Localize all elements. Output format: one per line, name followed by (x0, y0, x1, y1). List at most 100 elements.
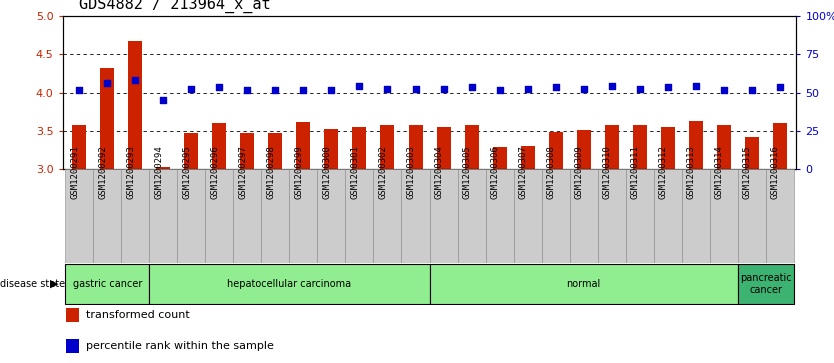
Bar (213, 123, 226, 169)
Bar (737, 264, 794, 304)
Bar (93, 169, 122, 263)
Bar (128, 41, 143, 169)
Bar (289, 169, 318, 263)
Bar (576, 130, 590, 169)
Bar (605, 125, 619, 169)
Text: hepatocellular carcinoma: hepatocellular carcinoma (228, 279, 351, 289)
Text: GSM1200300: GSM1200300 (323, 145, 331, 199)
Text: GSM1200316: GSM1200316 (771, 145, 780, 199)
Text: GSM1200291: GSM1200291 (70, 145, 79, 199)
Bar (485, 169, 514, 263)
Bar (549, 132, 563, 169)
Text: GSM1200294: GSM1200294 (154, 145, 163, 199)
Text: GSM1200295: GSM1200295 (183, 145, 192, 199)
Text: GSM1200298: GSM1200298 (266, 145, 275, 199)
Point (297, 87, 310, 93)
Bar (710, 169, 737, 263)
Point (465, 84, 478, 90)
Bar (458, 169, 485, 263)
Bar (73, 125, 87, 169)
Bar (520, 146, 535, 169)
Text: GSM1200309: GSM1200309 (575, 145, 584, 199)
Point (549, 84, 562, 90)
Bar (430, 264, 737, 304)
Point (689, 83, 702, 89)
Text: GSM1200313: GSM1200313 (686, 145, 696, 199)
Point (493, 87, 506, 93)
Text: GSM1200310: GSM1200310 (603, 145, 611, 199)
Point (157, 97, 170, 103)
Text: percentile rank within the sample: percentile rank within the sample (86, 340, 274, 351)
Text: GDS4882 / 213964_x_at: GDS4882 / 213964_x_at (79, 0, 271, 13)
Bar (205, 169, 234, 263)
Text: GSM1200293: GSM1200293 (127, 145, 135, 199)
Text: GSM1200304: GSM1200304 (435, 145, 444, 199)
Point (577, 86, 590, 92)
Text: GSM1200307: GSM1200307 (519, 145, 528, 199)
Point (521, 86, 535, 92)
Bar (178, 169, 205, 263)
Point (773, 84, 786, 90)
Text: GSM1200302: GSM1200302 (379, 145, 388, 199)
Bar (269, 133, 283, 169)
Bar (737, 169, 766, 263)
Point (381, 86, 394, 92)
Point (101, 81, 114, 86)
Bar (654, 169, 681, 263)
Bar (66, 309, 79, 322)
Bar (570, 169, 598, 263)
Text: GSM1200303: GSM1200303 (406, 145, 415, 199)
Bar (66, 339, 79, 352)
Point (717, 87, 731, 93)
Text: GSM1200292: GSM1200292 (98, 145, 108, 199)
Bar (716, 125, 731, 169)
Text: GSM1200305: GSM1200305 (463, 145, 471, 199)
Bar (345, 169, 374, 263)
Bar (353, 127, 366, 169)
Point (661, 84, 674, 90)
Text: normal: normal (566, 279, 600, 289)
Bar (409, 125, 423, 169)
Bar (436, 127, 450, 169)
Point (269, 87, 282, 93)
Point (605, 83, 618, 89)
Text: pancreatic
cancer: pancreatic cancer (740, 273, 791, 295)
Bar (296, 122, 310, 169)
Bar (745, 137, 759, 169)
Bar (149, 264, 430, 304)
Bar (261, 169, 289, 263)
Bar (374, 169, 401, 263)
Bar (541, 169, 570, 263)
Bar (465, 125, 479, 169)
Bar (65, 264, 149, 304)
Bar (626, 169, 654, 263)
Text: GSM1200312: GSM1200312 (659, 145, 667, 199)
Text: disease state: disease state (0, 279, 65, 289)
Bar (100, 68, 114, 169)
Bar (122, 169, 149, 263)
Point (213, 84, 226, 90)
Bar (681, 169, 710, 263)
Point (437, 86, 450, 92)
Bar (149, 169, 178, 263)
Bar (240, 133, 254, 169)
Text: GSM1200301: GSM1200301 (350, 145, 359, 199)
Text: GSM1200308: GSM1200308 (546, 145, 555, 199)
Point (241, 87, 254, 93)
Bar (318, 169, 345, 263)
Bar (633, 125, 646, 169)
Bar (766, 169, 794, 263)
Point (324, 87, 338, 93)
Bar (234, 169, 261, 263)
Bar (324, 129, 339, 169)
Point (409, 86, 422, 92)
Point (353, 83, 366, 89)
Text: GSM1200296: GSM1200296 (210, 145, 219, 199)
Bar (772, 123, 786, 169)
Bar (514, 169, 541, 263)
Bar (689, 121, 702, 169)
Text: GSM1200297: GSM1200297 (239, 145, 248, 199)
Text: GSM1200311: GSM1200311 (631, 145, 640, 199)
Bar (184, 133, 198, 169)
Bar (380, 125, 394, 169)
